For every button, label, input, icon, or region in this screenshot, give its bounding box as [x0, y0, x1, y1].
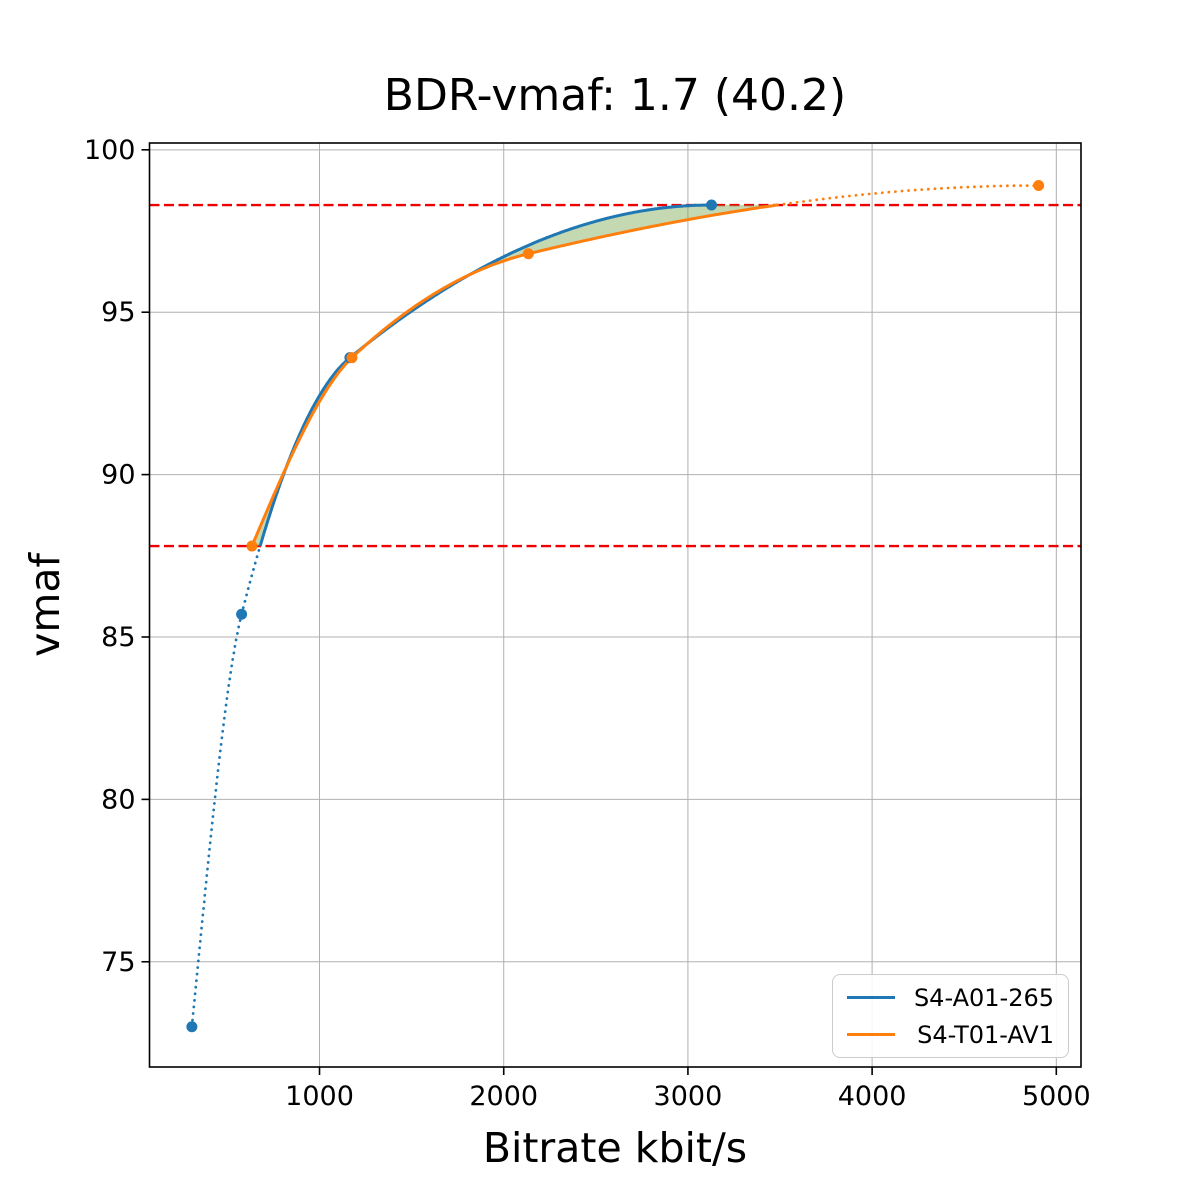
legend-entry-s4-a01-265: S4-A01-265	[847, 984, 1054, 1012]
legend-line-swatch-1	[847, 1033, 895, 1036]
y-tick-label: 75	[101, 947, 135, 978]
y-axis-label: vmaf	[21, 553, 69, 657]
data-point-orange	[1033, 180, 1045, 192]
data-point-blue	[705, 199, 717, 211]
x-tick-label: 4000	[838, 1081, 907, 1112]
legend-entry-s4-t01-av1: S4-T01-AV1	[847, 1021, 1054, 1049]
chart-title: BDR-vmaf: 1.7 (40.2)	[383, 70, 847, 121]
y-tick-label: 80	[101, 784, 135, 815]
y-tick-label: 100	[84, 135, 136, 166]
x-tick-label: 3000	[654, 1081, 723, 1112]
y-tick-label: 95	[101, 297, 135, 328]
x-tick-label: 2000	[469, 1081, 538, 1112]
legend-label-0: S4-A01-265	[913, 983, 1054, 1012]
data-point-blue	[186, 1021, 198, 1033]
series-blue-dotted	[190, 544, 262, 1029]
y-tick-label: 90	[101, 460, 135, 491]
data-point-orange	[246, 540, 258, 552]
x-tick-label: 5000	[1022, 1081, 1091, 1112]
data-point-orange	[346, 352, 358, 364]
legend: S4-A01-265 S4-T01-AV1	[832, 974, 1069, 1058]
data-point-orange	[522, 248, 534, 260]
series-orange-dotted	[776, 184, 1040, 207]
legend-line-swatch-0	[847, 996, 895, 999]
legend-label-1: S4-T01-AV1	[917, 1020, 1054, 1049]
data-point-blue	[236, 608, 248, 620]
y-tick-label: 85	[101, 622, 135, 653]
series-blue-line	[258, 203, 712, 547]
plot-frame	[148, 142, 1082, 1068]
series-orange-line	[250, 203, 778, 547]
x-tick-label: 1000	[285, 1081, 354, 1112]
x-axis-label: Bitrate kbit/s	[482, 1124, 748, 1172]
